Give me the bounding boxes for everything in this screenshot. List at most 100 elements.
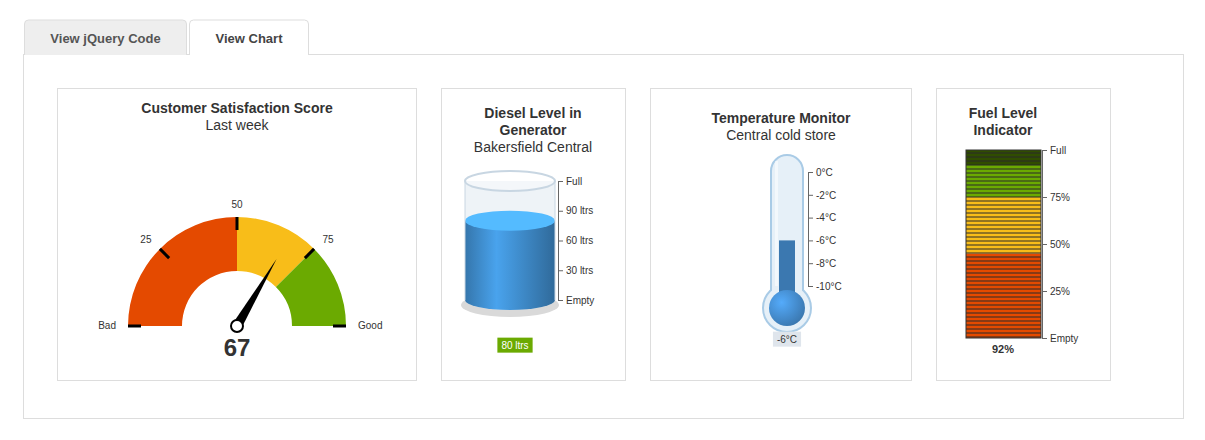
led-frame: [966, 150, 1041, 338]
value-label-box: [497, 338, 532, 353]
led-separator: [966, 301, 1041, 302]
tick-mark: [558, 300, 563, 301]
tick-label: -10°C: [816, 281, 842, 292]
led-separator: [966, 237, 1041, 238]
led-separator: [966, 273, 1041, 274]
tick-mark: [236, 217, 239, 230]
tick-label: Bad: [98, 320, 116, 331]
axis-line: [808, 173, 809, 287]
led-separator: [966, 153, 1041, 154]
plot-area: [128, 217, 346, 332]
page: View jQuery Code View Chart Customer Satis…: [0, 0, 1205, 440]
color-band: [276, 249, 346, 326]
led-separator: [966, 317, 1041, 318]
thermometer-tube: [771, 155, 803, 308]
title-line: Customer Satisfaction Score: [141, 100, 333, 116]
tab-label[interactable]: View jQuery Code: [50, 31, 160, 46]
tick-mark: [305, 249, 314, 258]
chart-title: Diesel Level inGenerator: [484, 105, 581, 138]
led-separator: [966, 321, 1041, 322]
tick: -2°C: [808, 190, 836, 201]
tick-label: -4°C: [816, 212, 836, 223]
tick-label: 60 ltrs: [566, 235, 593, 246]
tick-label: 50: [231, 199, 243, 210]
led-separator: [966, 213, 1041, 214]
tab-label[interactable]: View Chart: [216, 31, 284, 46]
chart-card: [442, 89, 626, 381]
value-label: 80 ltrs: [501, 340, 528, 351]
tick-label: 30 ltrs: [566, 265, 593, 276]
color-band: [966, 253, 1041, 338]
tick: -10°C: [808, 281, 842, 292]
tick: 30 ltrs: [558, 265, 593, 276]
tab-join[interactable]: [190, 54, 308, 56]
led-separator: [966, 165, 1041, 166]
cylinder-edge: [465, 181, 466, 300]
tick-mark: [558, 241, 563, 242]
led-separator: [966, 225, 1041, 226]
value-label: 67: [224, 334, 251, 361]
tick: -8°C: [808, 258, 836, 269]
led-separator: [966, 277, 1041, 278]
tick-label: 75: [323, 234, 335, 245]
tick: 90 ltrs: [558, 205, 593, 216]
cylinder-edge: [555, 181, 556, 300]
led-separator: [966, 297, 1041, 298]
tab-shape[interactable]: [25, 20, 187, 55]
tick-label: Full: [566, 176, 582, 187]
value-label-group: -6°C: [773, 332, 801, 347]
tick-label: -8°C: [816, 258, 836, 269]
led-separator: [966, 177, 1041, 178]
chart-subtitle: Central cold store: [726, 127, 836, 143]
tick-mark: [1042, 291, 1047, 292]
tick-label: -6°C: [816, 235, 836, 246]
title-line: Indicator: [973, 122, 1033, 138]
tick: Full: [1042, 145, 1066, 156]
chart-subtitle: Bakersfield Central: [474, 139, 592, 155]
tab[interactable]: View Chart: [190, 20, 309, 55]
tab[interactable]: View jQuery Code: [25, 20, 187, 55]
value-label-group: 80 ltrs: [497, 338, 532, 353]
plot-area: [966, 150, 1041, 338]
led-separator: [966, 221, 1041, 222]
led-separator: [966, 161, 1041, 162]
tab-shape[interactable]: [190, 20, 309, 55]
gauge: Bad255075Good67: [98, 199, 382, 361]
plot-area: [779, 240, 795, 286]
tick-mark: [128, 325, 141, 328]
color-band: [128, 217, 237, 326]
tick-mark: [558, 181, 563, 182]
y-axis: Empty25%50%75%Full: [1042, 145, 1078, 344]
needle: [233, 259, 277, 329]
tick-label: -2°C: [816, 190, 836, 201]
led-separator: [966, 209, 1041, 210]
tick-label: 25: [140, 234, 152, 245]
led-separator: [966, 281, 1041, 282]
needle-pivot: [231, 320, 243, 332]
led-separator: [966, 181, 1041, 182]
led-separator: [966, 337, 1041, 338]
chart-title: Customer Satisfaction Score: [141, 100, 333, 116]
tick-mark: [808, 240, 813, 241]
tick-mark: [808, 286, 813, 287]
fill-top: [465, 211, 555, 231]
tick: Empty: [558, 295, 594, 306]
title-line: Diesel Level in: [484, 105, 581, 121]
tick-label: 0°C: [816, 167, 833, 178]
mercury: [779, 240, 795, 286]
led-separator: [966, 293, 1041, 294]
led-separator: [966, 249, 1041, 250]
tick-mark: [1042, 244, 1047, 245]
led-separator: [966, 197, 1041, 198]
value-label: -6°C: [777, 334, 797, 345]
y-axis: Empty 30 ltrs 60 ltrs 90 ltrs Full: [558, 176, 594, 306]
chart-subtitle: Last week: [205, 117, 269, 133]
tick-mark: [1042, 197, 1047, 198]
tick: Full: [558, 176, 582, 187]
chart-title: Temperature Monitor: [712, 110, 852, 126]
value-label-box: [773, 332, 801, 347]
led-separator: [966, 169, 1041, 170]
value-label: 92%: [992, 343, 1014, 355]
led-separator: [966, 257, 1041, 258]
color-band: [966, 197, 1041, 253]
